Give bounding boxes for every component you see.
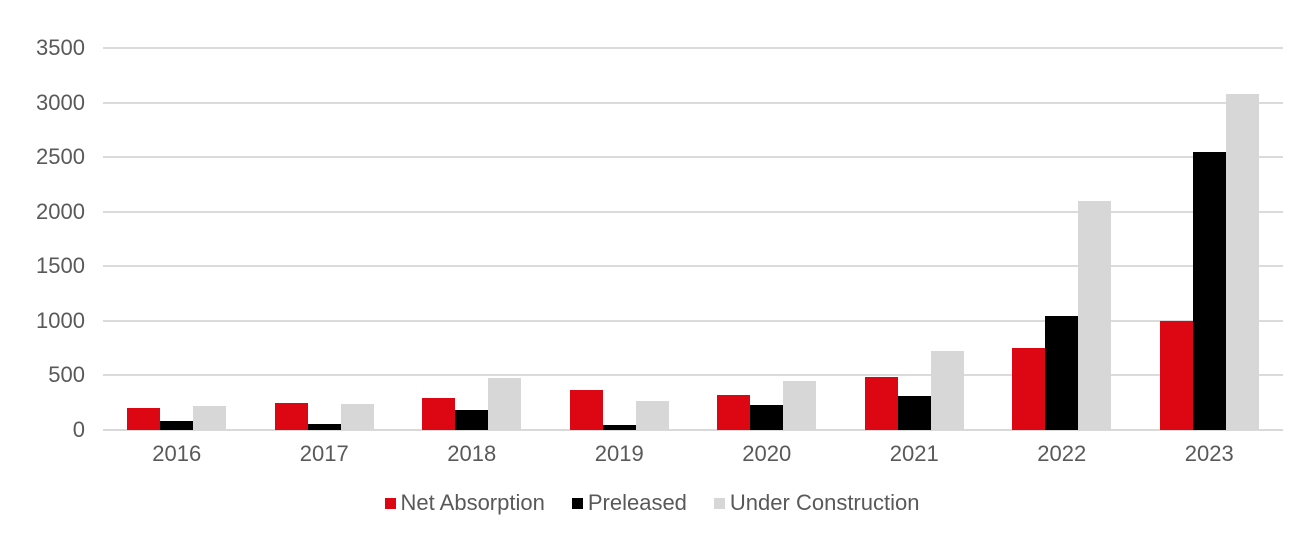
- legend-swatch-preleased: [571, 497, 583, 509]
- bar-net-absorption-2017: [274, 403, 308, 430]
- x-axis-tick-label-2021: 2021: [889, 441, 939, 466]
- bar-net-absorption-2019: [569, 390, 603, 430]
- bar-under-construction-2023: [1225, 94, 1259, 430]
- x-axis-tick-label-2018: 2018: [447, 441, 497, 466]
- bar-under-construction-2020: [783, 381, 817, 430]
- bar-preleased-2021: [897, 396, 931, 430]
- bar-net-absorption-2016: [127, 408, 161, 430]
- gridline-y-1000: [103, 320, 1283, 322]
- bar-preleased-2017: [307, 424, 341, 430]
- bar-group-2023: [1136, 48, 1284, 430]
- gridline-y-0: [103, 429, 1283, 431]
- x-axis-tick-label-2020: 2020: [742, 441, 792, 466]
- bar-preleased-2016: [160, 421, 194, 430]
- legend-label-preleased: Preleased: [587, 490, 687, 515]
- bar-preleased-2019: [602, 425, 636, 430]
- bar-under-construction-2016: [193, 406, 227, 430]
- bar-under-construction-2018: [488, 378, 522, 430]
- x-axis-tick-label-2017: 2017: [299, 441, 349, 466]
- legend-label-under-construction: Under Construction: [729, 490, 920, 515]
- bar-net-absorption-2020: [717, 395, 751, 430]
- gridline-y-3000: [103, 102, 1283, 104]
- gridline-y-1500: [103, 265, 1283, 267]
- bar-preleased-2020: [750, 405, 784, 430]
- bar-group-2020: [693, 48, 841, 430]
- bar-groups: [103, 48, 1283, 430]
- gridline-y-3500: [103, 47, 1283, 49]
- legend-label-net-absorption: Net Absorption: [400, 490, 545, 515]
- bar-net-absorption-2023: [1159, 321, 1193, 430]
- bar-group-2018: [398, 48, 546, 430]
- x-axis-tick-label-2023: 2023: [1184, 441, 1234, 466]
- legend-item-preleased: Preleased: [571, 490, 687, 516]
- bar-under-construction-2021: [930, 351, 964, 430]
- bar-group-2022: [988, 48, 1136, 430]
- y-axis-tick-label: 500: [48, 362, 85, 387]
- bar-group-2017: [251, 48, 399, 430]
- gridline-y-500: [103, 374, 1283, 376]
- y-axis-tick-label: 0: [72, 417, 85, 442]
- bar-group-2021: [841, 48, 989, 430]
- y-axis-tick-label: 3000: [36, 90, 85, 115]
- bar-preleased-2023: [1192, 152, 1226, 430]
- y-axis-tick-label: 2500: [36, 144, 85, 169]
- plot-area: [103, 47, 1283, 431]
- y-axis-tick-label: 1500: [36, 253, 85, 278]
- bar-net-absorption-2018: [422, 398, 456, 430]
- legend-item-under-construction: Under Construction: [713, 490, 920, 516]
- x-axis-labels: 2016 2017 2018 2019 2020 2021 2022 2023: [103, 441, 1283, 467]
- legend: Net Absorption Preleased Under Constructio…: [0, 490, 1304, 516]
- bar-under-construction-2019: [635, 401, 669, 430]
- legend-swatch-under-construction: [713, 497, 725, 509]
- bar-preleased-2018: [455, 410, 489, 430]
- bar-net-absorption-2021: [864, 377, 898, 430]
- gridline-y-2000: [103, 211, 1283, 213]
- x-axis-tick-label-2022: 2022: [1037, 441, 1087, 466]
- bar-under-construction-2017: [340, 404, 374, 430]
- legend-item-net-absorption: Net Absorption: [384, 490, 545, 516]
- gridline-y-2500: [103, 156, 1283, 158]
- bar-under-construction-2022: [1078, 201, 1112, 430]
- y-axis-tick-label: 1000: [36, 308, 85, 333]
- bar-net-absorption-2022: [1012, 348, 1046, 430]
- x-axis-tick-label-2019: 2019: [594, 441, 644, 466]
- y-axis-tick-label: 3500: [36, 35, 85, 60]
- y-axis-tick-label: 2000: [36, 199, 85, 224]
- x-axis-tick-label-2016: 2016: [152, 441, 202, 466]
- bar-group-2019: [546, 48, 694, 430]
- legend-swatch-net-absorption: [384, 497, 396, 509]
- bar-preleased-2022: [1045, 316, 1079, 430]
- bar-group-2016: [103, 48, 251, 430]
